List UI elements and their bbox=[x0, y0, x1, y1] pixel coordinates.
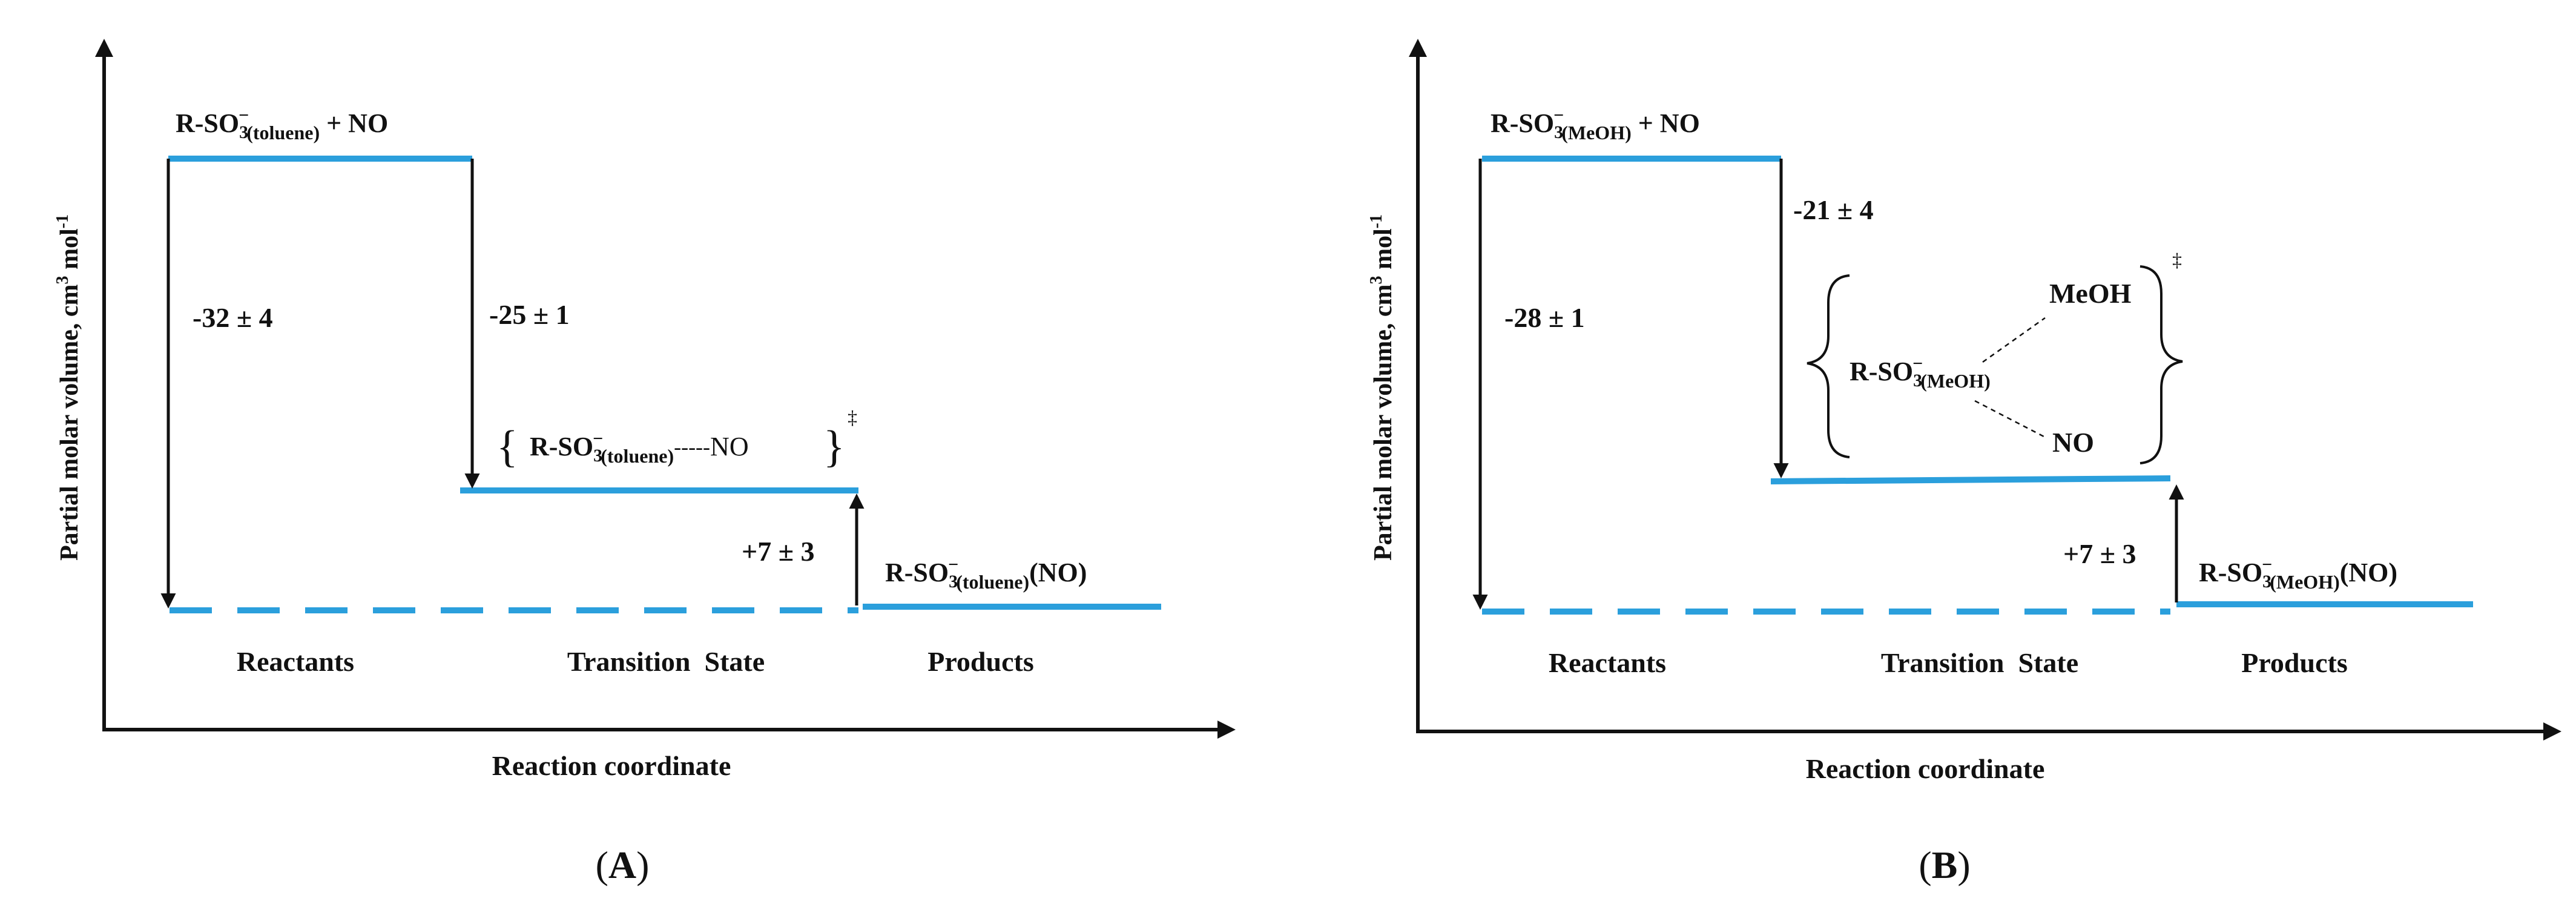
ts-no-label: NO bbox=[2052, 427, 2094, 458]
stage-products: Products bbox=[927, 646, 1034, 677]
ts-open-brace: { bbox=[496, 422, 518, 472]
total-volume-value: -28 ± 1 bbox=[1504, 302, 1585, 333]
ts-close-brace: } bbox=[823, 422, 845, 472]
reactant-label: R-SO3− (MeOH) + NO bbox=[1491, 105, 1700, 144]
x-axis-label: Reaction coordinate bbox=[1806, 753, 2045, 784]
transition-state-level bbox=[1770, 475, 2171, 484]
ts-right-brace bbox=[2140, 265, 2183, 464]
panel-a: Partial molar volume, cm3 mol-1 R-SO3− (t… bbox=[53, 39, 1236, 886]
product-label: R-SO3− (MeOH)(NO) bbox=[2199, 555, 2397, 593]
total-volume-value: -32 ± 4 bbox=[193, 302, 273, 333]
activation-volume-value: -25 ± 1 bbox=[489, 299, 570, 330]
panel-label-a: (A) bbox=[596, 843, 650, 886]
ts-meoh-bond bbox=[1982, 317, 2046, 363]
ts-no-bond bbox=[1974, 400, 2046, 438]
stage-transition-state: Transition State bbox=[1881, 647, 2078, 678]
ts-dagger: ‡ bbox=[848, 406, 857, 428]
activation-volume-value: -21 ± 4 bbox=[1793, 194, 1874, 225]
stage-reactants: Reactants bbox=[1549, 647, 1666, 678]
panel-b: Partial molar volume, cm3 mol-1 R-SO3− (M… bbox=[1367, 39, 2561, 886]
stage-products: Products bbox=[2241, 647, 2348, 678]
reactant-label: R-SO3− (toluene) + NO bbox=[176, 105, 388, 144]
ts-dagger: ‡ bbox=[2172, 249, 2182, 271]
ts-complex-label: R-SO3− (MeOH) bbox=[1850, 354, 1991, 392]
product-volume-value: +7 ± 3 bbox=[742, 536, 814, 567]
ts-left-brace bbox=[1807, 274, 1850, 458]
panel-label-b: (B) bbox=[1919, 843, 1970, 886]
product-volume-value: +7 ± 3 bbox=[2063, 538, 2136, 569]
ts-complex-label: R-SO3− (toluene)-----NO bbox=[530, 429, 749, 467]
stage-reactants: Reactants bbox=[237, 646, 354, 677]
x-axis-label: Reaction coordinate bbox=[492, 750, 731, 781]
ts-meoh-label: MeOH bbox=[2049, 278, 2132, 309]
y-axis-label: Partial molar volume, cm3 mol-1 bbox=[53, 214, 84, 561]
stage-transition-state: Transition State bbox=[567, 646, 765, 677]
product-label: R-SO3− (toluene)(NO) bbox=[885, 555, 1087, 593]
y-axis-label: Partial molar volume, cm3 mol-1 bbox=[1367, 214, 1397, 561]
